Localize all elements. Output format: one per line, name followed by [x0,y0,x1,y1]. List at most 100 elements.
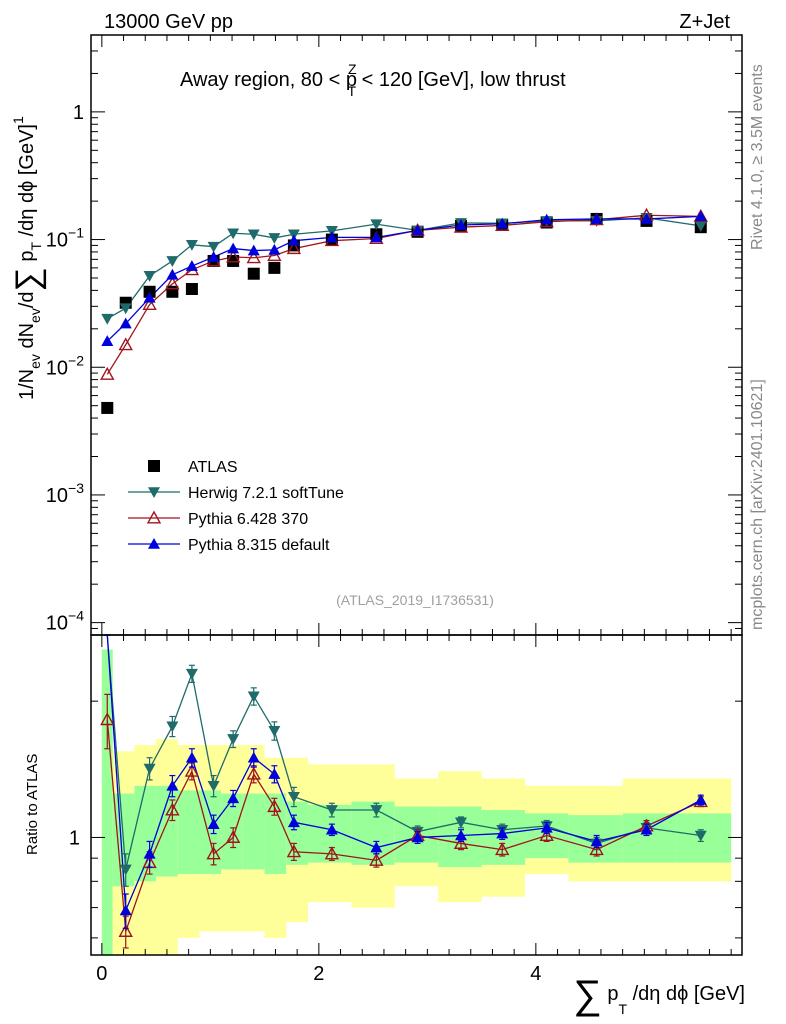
point-atlas [185,283,198,296]
uncertainty-bands [101,649,732,955]
band-inner-bin [199,790,222,875]
point-pythia8 [454,219,467,230]
point-herwig [268,233,281,244]
point-herwig [143,271,156,282]
x-axis-label: ∑ pT /dη dϕ [GeV] [573,973,745,1017]
point-pythia8 [411,224,424,236]
ratio-tick-label: 1 [69,827,80,849]
series-markers [100,207,708,949]
band-inner-bin [101,649,113,955]
analysis-watermark: (ATLAS_2019_I1736531) [336,592,494,608]
point-herwig [166,256,179,267]
ratio-point-pythia6 [369,852,384,866]
ratio-point-pythia8 [166,779,179,791]
header-right: Z+Jet [679,11,730,33]
band-inner-bin [242,793,265,870]
ratio-point-pythia8 [411,831,424,843]
ratio-point-pythia6 [206,846,221,860]
ratio-point-pythia8 [454,829,467,841]
point-atlas [101,401,114,414]
band-inner-bin [177,790,200,875]
point-herwig [694,221,707,232]
ratio-point-pythia6 [453,835,469,849]
legend-label-pythia6: Pythia 6.428 370 [188,511,308,528]
ratio-point-pythia8 [590,835,603,847]
point-pythia6 [267,248,282,262]
point-atlas [143,285,156,298]
line-pythia8 [106,215,701,342]
point-herwig [207,241,220,253]
legend-marker-pythia6 [146,510,162,524]
mcplots-label: mcplots.cern.ch [arXiv:2401.10621] [749,379,766,630]
header-left: 13000 GeV pp [104,11,233,33]
ratio-point-herwig [143,763,156,775]
ratio-point-herwig [694,830,707,842]
point-pythia6 [165,276,180,290]
point-pythia8 [325,231,338,243]
ratio-point-pythia6 [118,924,133,937]
ratio-point-pythia6 [286,844,302,858]
ratio-point-pythia6 [589,842,604,856]
y-tick-label: 10−1 [46,225,84,252]
ratio-point-pythia8 [540,821,553,833]
point-atlas [227,254,240,267]
point-herwig [101,313,114,325]
band-inner-bin [351,801,395,865]
band-inner-bin [622,813,677,863]
point-pythia8 [694,210,707,222]
point-pythia8 [640,212,653,224]
ratio-point-pythia8 [496,827,509,839]
y-axis-label: 1/Nev dNev/d∑ pT /dη dϕ [GeV]1 [9,116,47,400]
x-tick-label: 2 [313,963,324,985]
ratio-point-herwig [325,805,338,816]
y-tick-label: 10−3 [46,480,84,507]
ratio-point-pythia6 [225,830,241,843]
ratio-point-pythia6 [100,712,115,726]
point-herwig [227,228,240,240]
ratio-point-pythia6 [539,828,554,841]
ratio-point-herwig [227,734,240,745]
point-herwig [247,229,260,241]
point-pythia6 [225,249,241,263]
y-tick-label: 10−2 [46,352,84,379]
ratio-point-herwig [166,721,179,733]
legend-label-atlas: ATLAS [188,459,238,476]
ratio-point-herwig [287,791,300,803]
point-pythia8 [268,243,281,255]
ratio-point-pythia6 [246,766,261,780]
point-pythia8 [101,335,114,346]
point-atlas [268,261,281,274]
point-herwig [119,303,132,315]
ratio-point-pythia8 [143,847,156,859]
point-atlas [247,267,260,280]
ratio-panel-frame [90,634,743,956]
ratio-point-pythia8 [185,751,198,763]
point-pythia8 [247,244,260,256]
ratio-point-herwig [207,781,220,792]
ratio-point-pythia8 [370,841,383,853]
ratio-point-herwig [247,691,260,703]
ratio-point-pythia6 [165,802,180,816]
point-atlas [166,285,179,298]
point-pythia8 [590,212,603,224]
ratio-axis-label: Ratio to ATLAS [24,754,41,855]
y-tick-label: 10−4 [46,608,84,635]
ratio-point-pythia8 [207,818,220,829]
point-herwig [185,239,198,251]
point-pythia8 [227,242,240,254]
ratio-point-pythia8 [247,751,260,763]
band-inner-bin [676,813,732,863]
point-pythia6 [286,241,302,255]
legend: ATLAS Herwig 7.2.1 softTune Pythia 6.428 3… [128,459,344,554]
point-pythia6 [118,337,133,351]
point-pythia8 [166,268,179,280]
point-pythia8 [207,251,220,262]
ratio-point-pythia8 [268,768,281,779]
legend-marker-pythia8 [148,538,160,549]
ratio-point-herwig [185,668,198,680]
x-tick-label: 0 [96,963,107,985]
point-pythia6 [142,297,157,311]
point-pythia8 [185,260,198,271]
point-pythia8 [370,231,383,243]
